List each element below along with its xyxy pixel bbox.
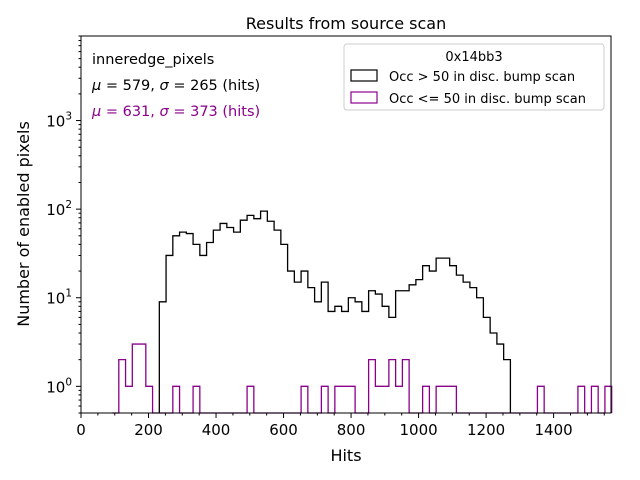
x-tick-label: 400 (202, 421, 231, 439)
mu-value-purple: 631 (123, 104, 151, 120)
x-tick-label: 200 (134, 421, 163, 439)
mu-value-black: 579 (123, 78, 151, 94)
legend-title: 0x14bb3 (445, 50, 502, 65)
unit-black: (hits) (222, 78, 260, 94)
legend-label-black: Occ > 50 in disc. bump scan (389, 70, 575, 85)
x-tick-label: 1200 (467, 421, 505, 439)
chart-title: Results from source scan (246, 14, 446, 33)
x-tick-label: 1000 (399, 421, 437, 439)
histogram-series-occ-below-50 (112, 343, 613, 414)
legend: 0x14bb3 Occ > 50 in disc. bump scan Occ … (343, 43, 605, 111)
x-tick-label: 0 (76, 421, 86, 439)
sigma-value-black: 265 (190, 78, 218, 94)
stats-annotation-black: μ = 579, σ = 265 (hits) (91, 78, 260, 94)
x-tick-label: 600 (269, 421, 298, 439)
unit-purple: (hits) (222, 104, 260, 120)
x-axis-label: Hits (330, 446, 361, 465)
legend-label-purple: Occ <= 50 in disc. bump scan (389, 92, 586, 107)
x-tick-label: 1400 (535, 421, 573, 439)
stats-annotation-purple: μ = 631, σ = 373 (hits) (91, 104, 260, 120)
y-tick-label: 103 (46, 111, 72, 131)
plot-frame (80, 35, 612, 414)
ticks-layer: 0 200 400 600 800 1000 1200 1400 100 101 102 103 (46, 35, 605, 439)
legend-swatch-purple (350, 91, 378, 104)
y-tick-label: 101 (46, 288, 72, 308)
y-axis-label: Number of enabled pixels (14, 121, 33, 327)
y-tick-label: 102 (46, 199, 72, 219)
sigma-value-purple: 373 (190, 104, 218, 120)
series-layer (112, 210, 613, 414)
legend-box (343, 43, 605, 111)
y-tick-label: 100 (46, 376, 72, 396)
legend-swatch-black (350, 69, 378, 82)
group-annotation: inneredge_pixels (92, 52, 214, 68)
histogram-series-occ-above-50 (158, 210, 512, 413)
x-tick-label: 800 (337, 421, 366, 439)
